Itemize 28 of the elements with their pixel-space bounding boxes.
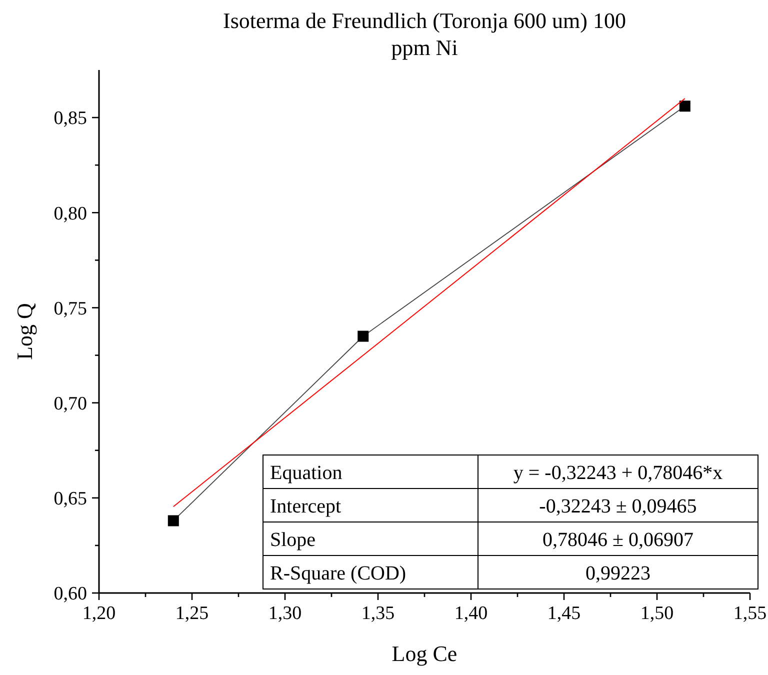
y-axis-title: Log Q [12, 302, 37, 360]
point [358, 330, 369, 342]
annotation: -0,32243 ± 0,09465 [539, 495, 697, 518]
y-tick-label: 0,75 [54, 298, 87, 320]
x-axis-title: Log Ce [392, 641, 458, 666]
point [679, 100, 690, 112]
annotation: y = -0,32243 + 0,78046*x [513, 462, 723, 484]
annotation: 0,78046 ± 0,06907 [542, 528, 694, 551]
x-tick-label: 1,45 [547, 603, 581, 624]
x-tick-label: 1,55 [733, 603, 767, 624]
annotation: Equation [270, 462, 342, 484]
point [168, 515, 179, 526]
x-tick-label: 1,40 [454, 603, 488, 624]
chart-title: Isoterma de Freundlich (Toronja 600 um) 100 ppm Ni [223, 8, 626, 60]
annotation: Slope [270, 528, 316, 551]
y-tick-label: 0,80 [54, 203, 87, 224]
annotation: 0,99223 [586, 562, 650, 584]
annotation: R-Square (COD) [270, 562, 406, 584]
annotation: Intercept [270, 495, 342, 518]
x-tick-label: 1,50 [640, 603, 674, 624]
x-tick-label: 1,20 [82, 603, 116, 624]
y-tick-label: 0,60 [54, 584, 87, 605]
x-tick-label: 1,25 [175, 603, 209, 624]
x-tick-label: 1,30 [268, 603, 302, 624]
x-tick-label: 1,35 [361, 603, 395, 624]
y-tick-label: 0,85 [54, 108, 87, 130]
y-tick-label: 0,65 [54, 488, 87, 510]
y-tick-label: 0,70 [54, 393, 87, 414]
